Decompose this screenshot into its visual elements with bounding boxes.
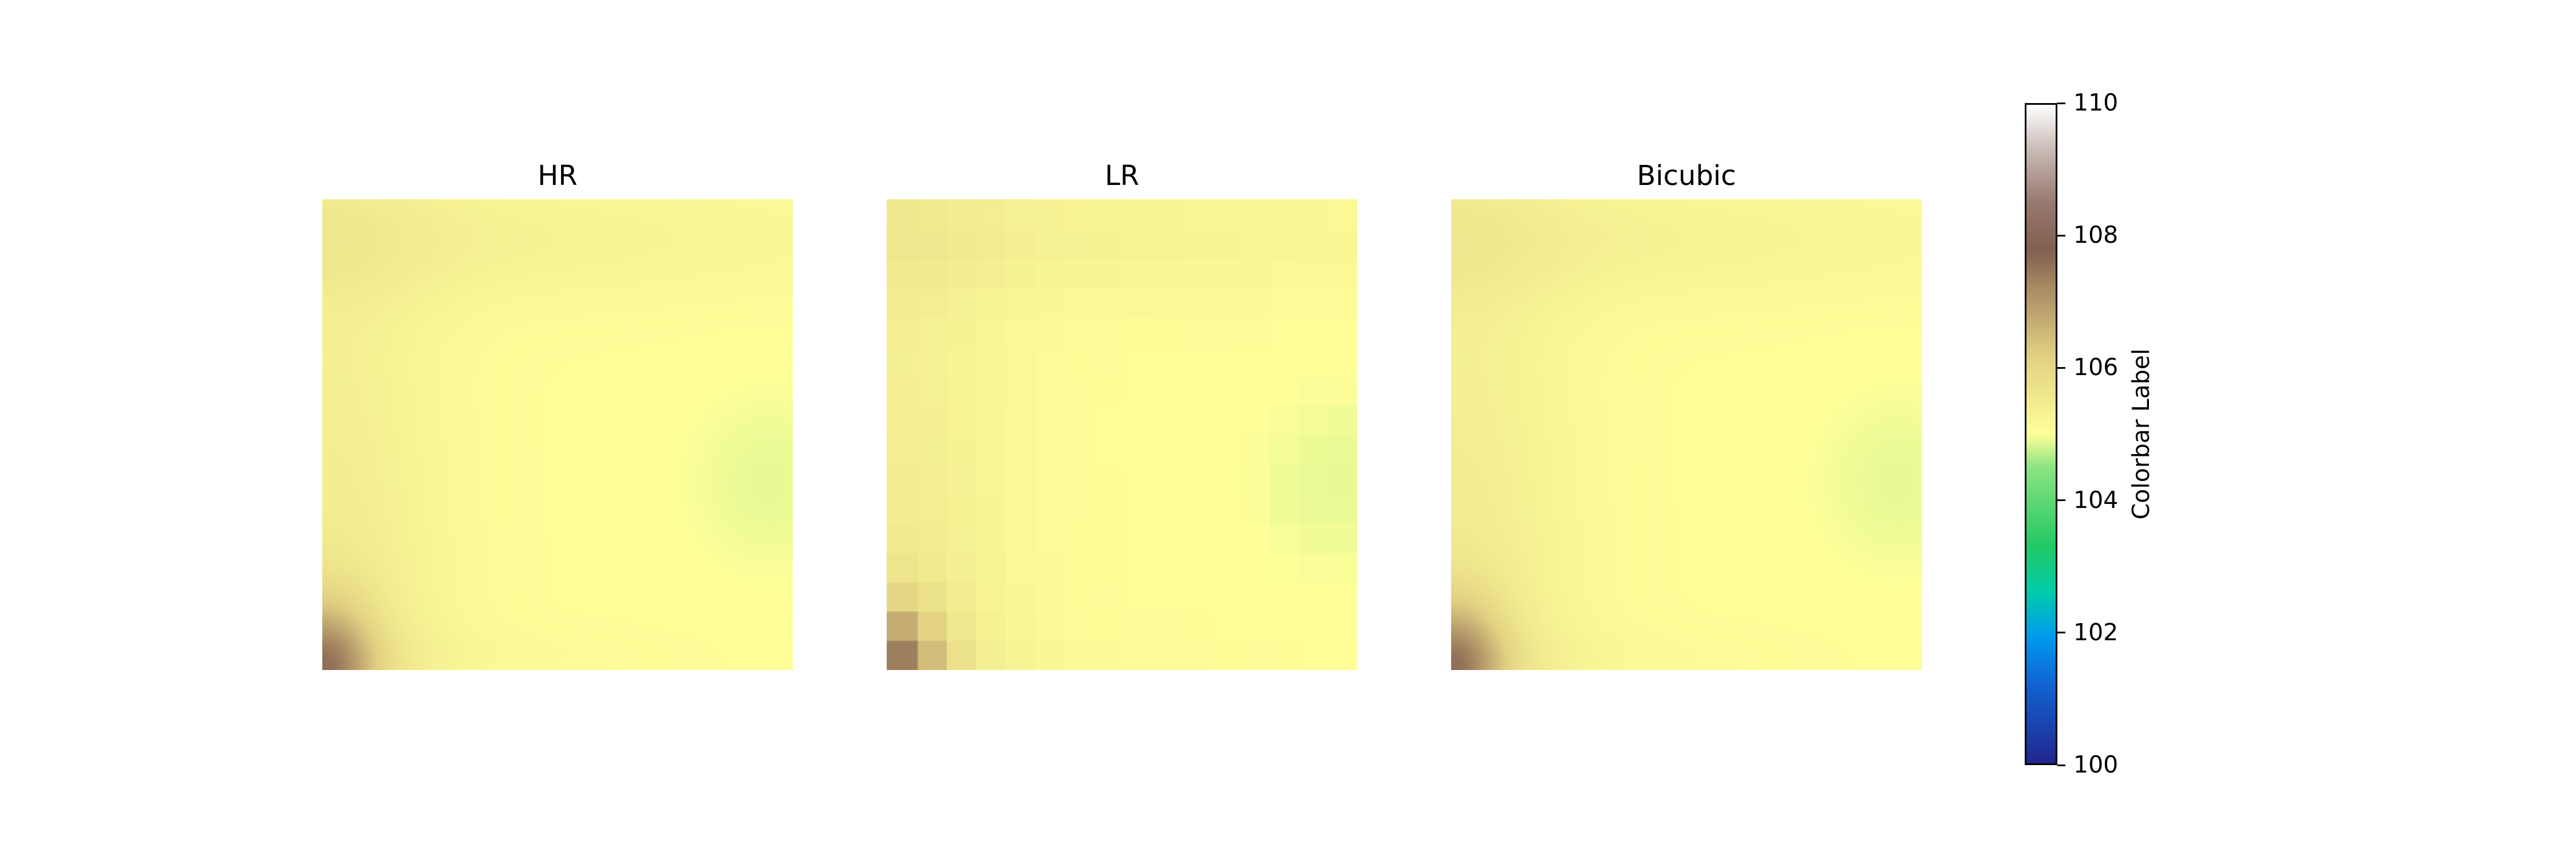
colorbar-tick xyxy=(2057,499,2065,502)
heatmap-bicubic xyxy=(1451,199,1922,670)
heatmap-hr xyxy=(322,199,793,670)
colorbar-tick-label: 108 xyxy=(2073,221,2119,249)
colorbar-tick-label: 100 xyxy=(2073,751,2119,778)
colorbar-tick xyxy=(2057,764,2065,766)
colorbar-tick xyxy=(2057,367,2065,369)
colorbar xyxy=(2025,103,2057,765)
heatmap-lr xyxy=(887,199,1357,670)
heatmap-lr-canvas xyxy=(887,199,1357,670)
colorbar-tick-label: 106 xyxy=(2073,353,2119,381)
panel-title-lr: LR xyxy=(1104,160,1140,192)
colorbar-tick-label: 104 xyxy=(2073,486,2119,514)
colorbar-gradient xyxy=(2026,105,2056,763)
colorbar-tick xyxy=(2057,102,2065,104)
colorbar-label: Colorbar Label xyxy=(2127,348,2155,520)
colorbar-tick xyxy=(2057,632,2065,634)
heatmap-hr-canvas xyxy=(322,199,793,670)
colorbar-tick xyxy=(2057,234,2065,237)
colorbar-tick-label: 102 xyxy=(2073,618,2119,646)
heatmap-bicubic-canvas xyxy=(1451,199,1922,670)
colorbar-tick-label: 110 xyxy=(2073,89,2119,116)
panel-title-hr: HR xyxy=(538,160,578,192)
panel-title-bicubic: Bicubic xyxy=(1637,160,1736,192)
